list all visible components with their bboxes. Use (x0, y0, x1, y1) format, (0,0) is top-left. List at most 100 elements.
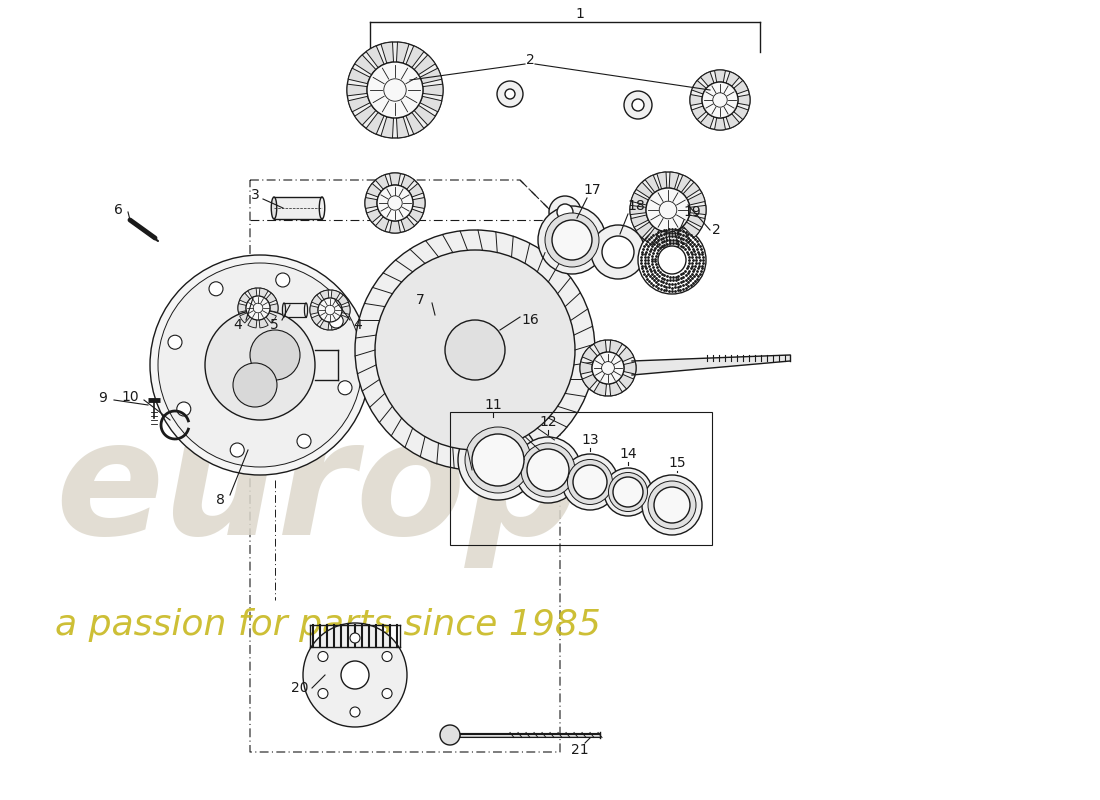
Polygon shape (349, 68, 370, 84)
Circle shape (702, 82, 738, 118)
Circle shape (168, 335, 182, 350)
Polygon shape (338, 295, 349, 306)
Circle shape (465, 427, 531, 493)
Circle shape (515, 437, 581, 503)
Polygon shape (311, 314, 322, 325)
Circle shape (654, 487, 690, 523)
Polygon shape (594, 340, 606, 354)
Polygon shape (609, 340, 623, 354)
Polygon shape (609, 382, 623, 396)
Polygon shape (412, 198, 425, 209)
Circle shape (382, 689, 392, 698)
Text: 10: 10 (121, 390, 139, 404)
Circle shape (276, 273, 289, 287)
Polygon shape (422, 84, 443, 96)
Circle shape (608, 473, 648, 511)
Text: 4: 4 (353, 318, 362, 332)
Polygon shape (381, 42, 394, 63)
Polygon shape (676, 227, 691, 245)
Polygon shape (346, 84, 367, 96)
Circle shape (150, 255, 370, 475)
Ellipse shape (319, 197, 324, 219)
Text: 18: 18 (627, 199, 645, 213)
Polygon shape (366, 46, 384, 68)
Bar (284, 303, 306, 317)
Circle shape (250, 330, 300, 380)
Polygon shape (349, 96, 370, 112)
Circle shape (580, 340, 636, 396)
Polygon shape (406, 46, 424, 68)
Text: a passion for parts since 1985: a passion for parts since 1985 (55, 608, 601, 642)
Circle shape (568, 459, 613, 505)
Circle shape (658, 246, 686, 274)
Polygon shape (414, 106, 436, 125)
Circle shape (446, 320, 505, 380)
Polygon shape (631, 193, 648, 205)
Polygon shape (338, 314, 349, 325)
Circle shape (472, 434, 524, 486)
Circle shape (505, 89, 515, 99)
Circle shape (355, 230, 595, 470)
Circle shape (346, 42, 443, 138)
Polygon shape (396, 117, 409, 138)
Circle shape (521, 443, 575, 497)
Polygon shape (692, 81, 706, 94)
Ellipse shape (272, 197, 277, 219)
Bar (450, 412, 712, 545)
Polygon shape (389, 221, 400, 233)
Text: 3: 3 (251, 188, 260, 202)
Text: 6: 6 (113, 203, 122, 217)
Polygon shape (692, 106, 706, 119)
Polygon shape (354, 106, 376, 125)
Polygon shape (248, 318, 257, 328)
Text: 13: 13 (581, 433, 598, 447)
Circle shape (690, 70, 750, 130)
Polygon shape (260, 288, 268, 298)
Polygon shape (420, 96, 442, 112)
Polygon shape (636, 222, 653, 238)
Circle shape (238, 288, 278, 328)
Polygon shape (354, 55, 376, 74)
Circle shape (367, 62, 424, 118)
Circle shape (382, 651, 392, 662)
Polygon shape (726, 72, 739, 86)
Circle shape (318, 651, 328, 662)
Polygon shape (676, 175, 691, 193)
Polygon shape (366, 209, 382, 222)
Circle shape (630, 172, 706, 248)
Polygon shape (409, 183, 424, 197)
Circle shape (318, 689, 328, 698)
Circle shape (350, 707, 360, 717)
Polygon shape (270, 304, 278, 312)
Polygon shape (406, 112, 424, 134)
Circle shape (377, 185, 412, 221)
Circle shape (318, 298, 342, 322)
Circle shape (538, 206, 606, 274)
Polygon shape (738, 94, 750, 106)
Circle shape (375, 250, 575, 450)
Text: 21: 21 (571, 743, 588, 757)
Polygon shape (402, 217, 415, 231)
Circle shape (549, 196, 581, 228)
Polygon shape (688, 193, 705, 205)
Polygon shape (381, 117, 394, 138)
Circle shape (205, 310, 315, 420)
Circle shape (209, 282, 223, 296)
Circle shape (527, 449, 569, 491)
Circle shape (350, 633, 360, 643)
Polygon shape (366, 183, 382, 197)
Circle shape (648, 481, 696, 529)
Polygon shape (365, 198, 377, 209)
Polygon shape (389, 173, 400, 186)
Polygon shape (342, 306, 350, 314)
Circle shape (329, 314, 343, 328)
Polygon shape (310, 306, 318, 314)
Circle shape (341, 661, 368, 689)
Polygon shape (375, 217, 389, 231)
Circle shape (552, 220, 592, 260)
Circle shape (624, 91, 652, 119)
Polygon shape (690, 94, 702, 106)
Circle shape (365, 173, 425, 233)
Circle shape (592, 352, 624, 384)
Circle shape (302, 623, 407, 727)
